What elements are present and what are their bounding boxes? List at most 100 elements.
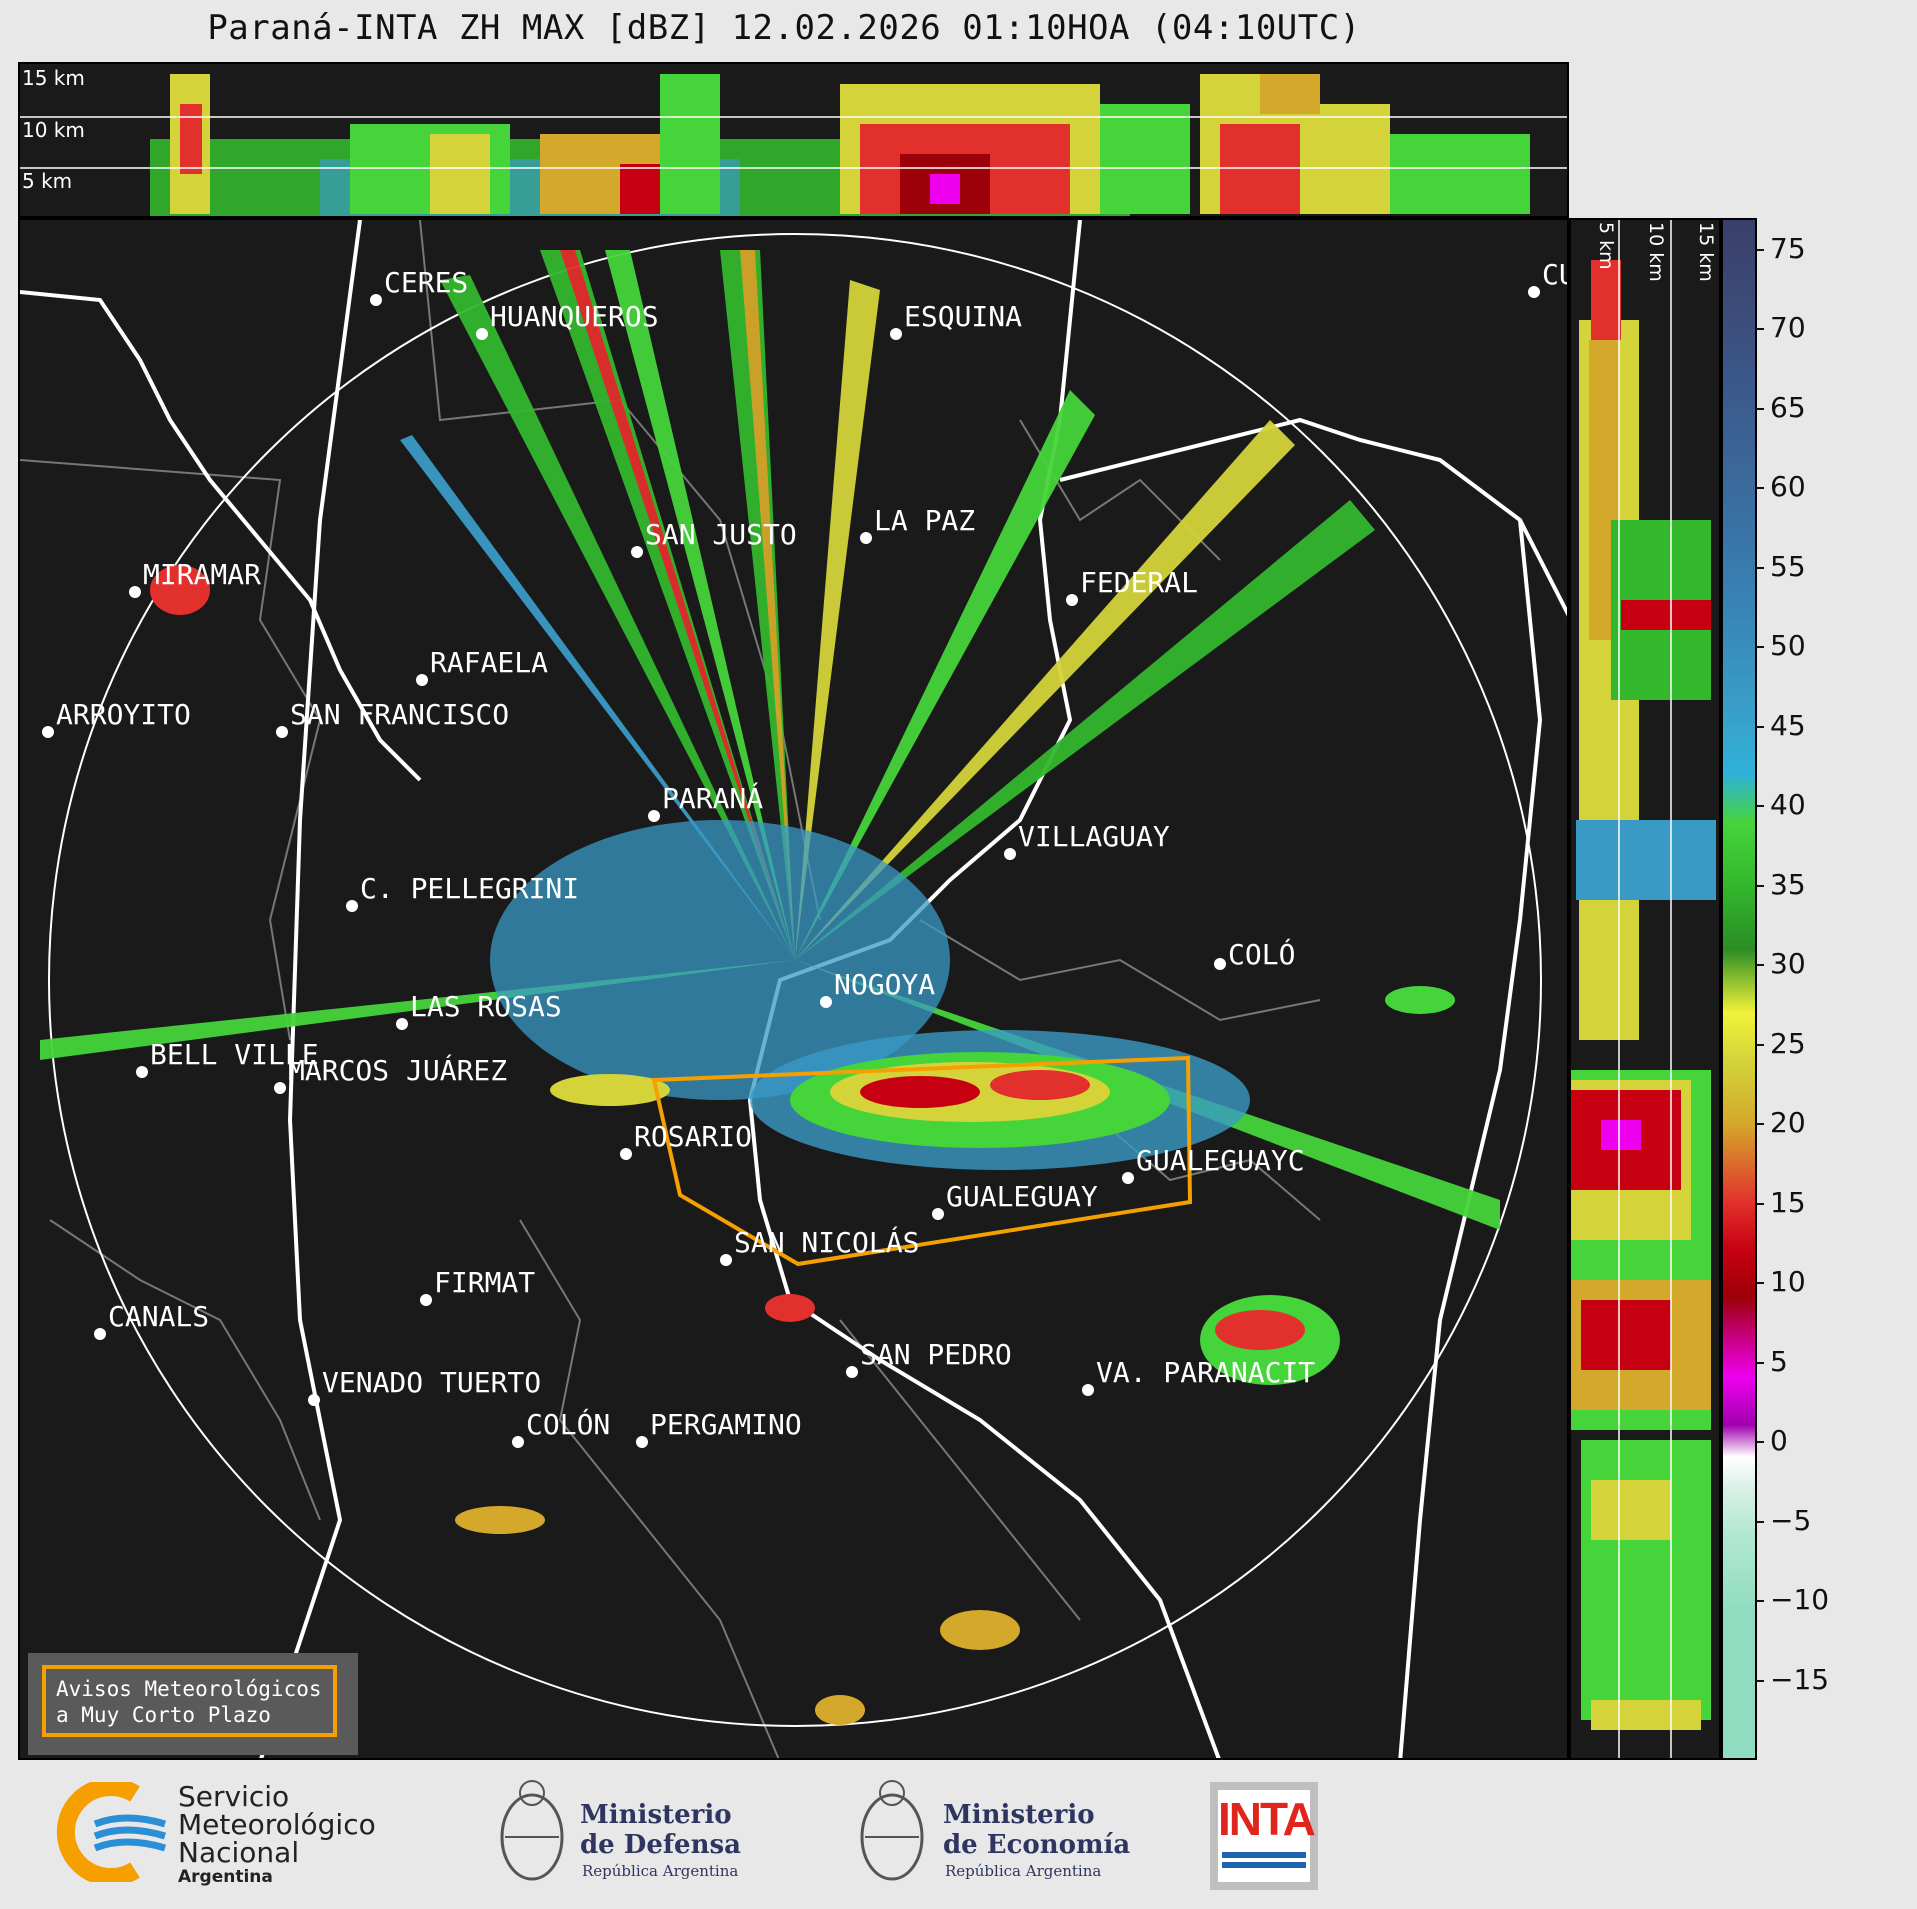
city-label: CERES bbox=[384, 266, 468, 299]
city-dot bbox=[476, 328, 488, 340]
colorbar-tick: 70 bbox=[1756, 311, 1806, 344]
range-ring bbox=[48, 233, 1542, 1727]
city-label: COLÓN bbox=[526, 1407, 610, 1441]
city-marker[interactable]: VA. PARANACIT bbox=[1082, 1356, 1315, 1396]
city-label: LAS ROSAS bbox=[410, 990, 562, 1023]
city-dot bbox=[648, 810, 660, 822]
side-altitude-panel: 5 km 10 km 15 km bbox=[1569, 218, 1721, 1760]
smn-line1: Servicio bbox=[178, 1780, 290, 1813]
city-marker[interactable]: C. PELLEGRINI bbox=[346, 872, 579, 912]
colorbar-tick: 60 bbox=[1756, 470, 1806, 503]
city-marker[interactable]: LA PAZ bbox=[860, 504, 975, 544]
city-marker[interactable]: CANALS bbox=[94, 1300, 209, 1340]
alt-label-5: 5 km bbox=[22, 169, 73, 193]
city-label: SAN FRANCISCO bbox=[290, 698, 509, 731]
city-dot bbox=[846, 1366, 858, 1378]
side-profile-svg bbox=[1571, 220, 1716, 1758]
city-marker[interactable]: SAN JUSTO bbox=[631, 518, 797, 558]
city-marker[interactable]: COLÓN bbox=[512, 1407, 610, 1448]
city-marker[interactable]: ROSARIO bbox=[620, 1120, 752, 1160]
city-marker[interactable]: VENADO TUERTO bbox=[308, 1366, 541, 1406]
side-alt-label-15: 15 km bbox=[1695, 222, 1717, 282]
city-marker[interactable]: HUANQUEROS bbox=[476, 300, 659, 340]
city-marker[interactable]: NOGOYA bbox=[820, 968, 935, 1008]
smn-logo-text: Servicio Meteorológico Nacional Argentin… bbox=[178, 1780, 376, 1888]
city-dot bbox=[1528, 286, 1540, 298]
city-dot bbox=[416, 674, 428, 686]
colorbar-tick: 50 bbox=[1756, 629, 1806, 662]
city-marker[interactable]: ARROYITO bbox=[42, 698, 191, 738]
radar-map-svg: CERES HUANQUEROS ESQUINA CU MIRAMAR SAN JUSTO… bbox=[20, 220, 1569, 1758]
city-dot bbox=[620, 1148, 632, 1160]
city-dot bbox=[636, 1436, 648, 1448]
defensa-line1: Ministerio bbox=[580, 1800, 732, 1830]
city-marker[interactable]: RAFAELA bbox=[416, 646, 548, 686]
city-marker[interactable]: CU bbox=[1528, 258, 1569, 298]
city-marker[interactable]: ESQUINA bbox=[890, 300, 1022, 340]
city-marker[interactable]: GUALEGUAYC bbox=[1122, 1144, 1305, 1184]
colorbar-tick: −15 bbox=[1755, 1663, 1829, 1696]
city-marker[interactable]: GUALEGUAY bbox=[932, 1180, 1098, 1220]
reflectivity-colorbar bbox=[1721, 218, 1757, 1760]
city-marker[interactable]: COLÓ bbox=[1214, 937, 1295, 971]
city-marker[interactable]: SAN PEDRO bbox=[846, 1338, 1012, 1378]
colorbar-tick: 20 bbox=[1756, 1106, 1806, 1139]
city-dot bbox=[1082, 1384, 1094, 1396]
defensa-seal-icon bbox=[495, 1775, 570, 1893]
cities-layer: CERES HUANQUEROS ESQUINA CU MIRAMAR SAN JUSTO… bbox=[42, 258, 1569, 1448]
city-marker[interactable]: FIRMAT bbox=[420, 1266, 535, 1306]
city-marker[interactable]: MIRAMAR bbox=[129, 558, 261, 598]
city-dot bbox=[1066, 594, 1078, 606]
city-dot bbox=[932, 1208, 944, 1220]
city-dot bbox=[820, 996, 832, 1008]
city-label: C. PELLEGRINI bbox=[360, 872, 579, 905]
radar-map[interactable]: CERES HUANQUEROS ESQUINA CU MIRAMAR SAN JUSTO… bbox=[18, 218, 1569, 1760]
colorbar-tick: 35 bbox=[1756, 868, 1806, 901]
colorbar-tick: 10 bbox=[1756, 1265, 1806, 1298]
city-label: ROSARIO bbox=[634, 1120, 752, 1153]
city-marker[interactable]: MARCOS JUÁREZ bbox=[274, 1053, 507, 1094]
economia-line2: de Economía bbox=[943, 1830, 1131, 1860]
smn-line2: Meteorológico bbox=[178, 1808, 376, 1841]
warning-legend-line2: a Muy Corto Plazo bbox=[56, 1703, 271, 1727]
side-alt-label-5: 5 km bbox=[1595, 222, 1617, 270]
colorbar-tick: 0 bbox=[1756, 1424, 1788, 1457]
city-label: PERGAMINO bbox=[650, 1408, 802, 1441]
city-label: HUANQUEROS bbox=[490, 300, 659, 333]
city-marker[interactable]: SAN NICOLÁS bbox=[720, 1225, 919, 1266]
city-dot bbox=[1214, 958, 1226, 970]
city-label: MIRAMAR bbox=[143, 558, 261, 591]
smn-logo bbox=[55, 1778, 180, 1886]
city-dot bbox=[890, 328, 902, 340]
city-marker[interactable]: PARANÁ bbox=[648, 781, 763, 822]
alt-label-10: 10 km bbox=[22, 118, 85, 142]
colorbar-tick: 30 bbox=[1756, 947, 1806, 980]
city-marker[interactable]: VILLAGUAY bbox=[1004, 820, 1170, 860]
city-label: VILLAGUAY bbox=[1018, 820, 1170, 853]
top-profile-echoes bbox=[150, 74, 1530, 216]
city-dot bbox=[631, 546, 643, 558]
inta-logo: INTA bbox=[1210, 1782, 1318, 1890]
city-label: CANALS bbox=[108, 1300, 209, 1333]
city-label: PARANÁ bbox=[662, 781, 763, 815]
top-altitude-panel: 15 km 10 km 5 km bbox=[18, 62, 1569, 218]
city-marker[interactable]: SAN FRANCISCO bbox=[276, 698, 509, 738]
colorbar-tick: 65 bbox=[1756, 391, 1806, 424]
city-marker[interactable]: PERGAMINO bbox=[636, 1408, 802, 1448]
city-label: SAN NICOLÁS bbox=[734, 1225, 919, 1259]
city-dot bbox=[720, 1254, 732, 1266]
storm-cells bbox=[150, 565, 1455, 1725]
city-label: MARCOS JUÁREZ bbox=[288, 1053, 507, 1087]
city-dot bbox=[1004, 848, 1016, 860]
colorbar-tick: 40 bbox=[1756, 788, 1806, 821]
city-marker[interactable]: FEDERAL bbox=[1066, 566, 1198, 606]
colorbar-tick: 5 bbox=[1756, 1345, 1788, 1378]
defensa-line2: de Defensa bbox=[580, 1830, 741, 1860]
city-marker[interactable]: LAS ROSAS bbox=[396, 990, 562, 1030]
colorbar-tick: −10 bbox=[1755, 1583, 1829, 1616]
city-dot bbox=[274, 1082, 286, 1094]
city-marker[interactable]: BELL VILLE bbox=[136, 1038, 319, 1078]
city-label: GUALEGUAY bbox=[946, 1180, 1098, 1213]
city-marker[interactable]: CERES bbox=[370, 266, 468, 306]
colorbar-tick: 25 bbox=[1756, 1027, 1806, 1060]
